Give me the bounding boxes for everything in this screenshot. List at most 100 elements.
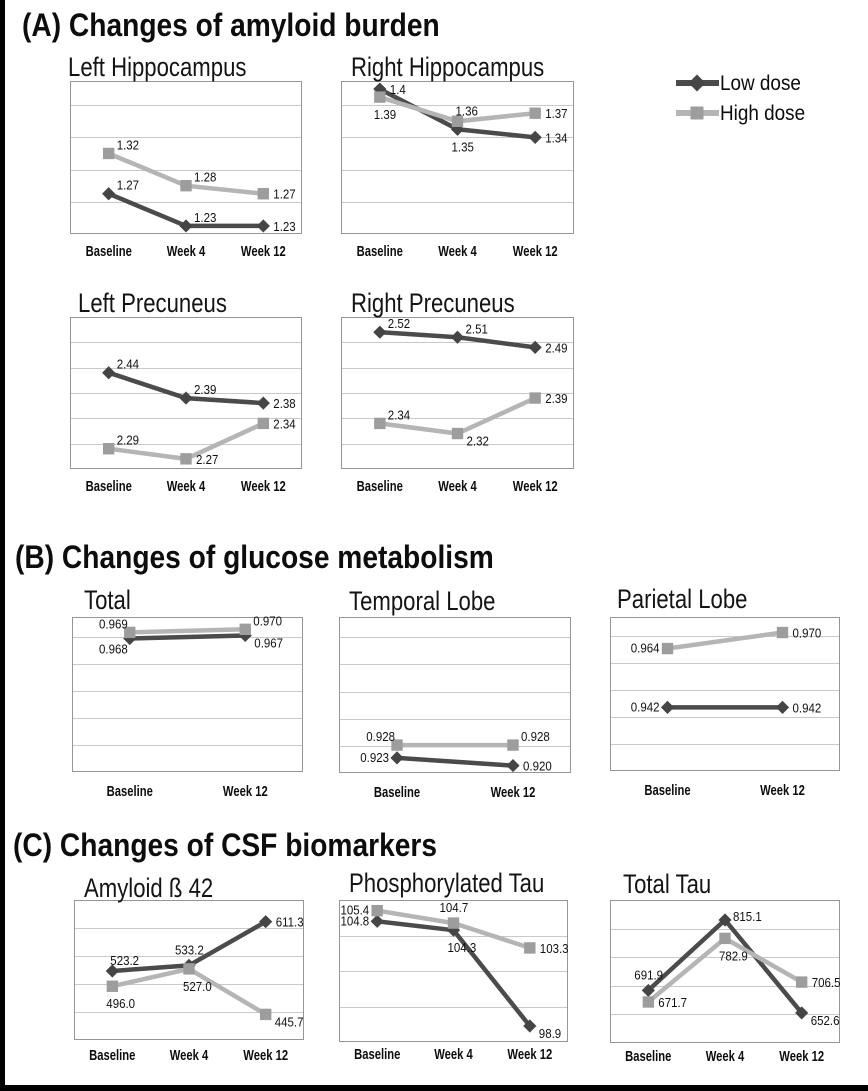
data-label: 533.2 (175, 943, 204, 958)
data-label: 2.34 (273, 417, 296, 432)
chart-7: 523.2 533.2 611.3 496.0 527.0 445.7 Baseline We… (74, 900, 304, 1063)
chart-9: 691.9 815.1 652.6 671.7 782.9 706.5 Baseline We… (610, 900, 841, 1064)
data-label: 1.32 (117, 138, 140, 153)
data-label: 1.28 (194, 170, 217, 185)
diamond-marker (506, 758, 520, 773)
legend-item-low-dose: Low dose (655, 68, 810, 98)
x-axis-label: Baseline (374, 783, 420, 800)
data-label: 1.27 (273, 187, 296, 202)
x-axis-label: Baseline (357, 242, 403, 259)
x-axis-label: Baseline (357, 477, 403, 494)
section-title-b: (B) Changes of glucose metabolism (15, 539, 494, 575)
data-label: 652.6 (811, 1013, 840, 1028)
square-marker (661, 642, 674, 655)
x-axis-label: Week 4 (434, 1045, 473, 1062)
x-axis-label: Week 12 (513, 242, 558, 259)
data-label: 0.920 (523, 759, 552, 774)
x-axis-label: Week 4 (167, 477, 206, 494)
chart-6: 0.942 0.942 0.964 0.970 Baseline Week 12 (610, 617, 840, 798)
diamond-marker (718, 913, 732, 927)
x-axis-label: Baseline (644, 781, 690, 798)
data-label: 1.23 (194, 210, 217, 225)
left-edge-black-bar (0, 0, 5, 1091)
x-axis-label: Baseline (625, 1047, 671, 1064)
diamond-marker (102, 366, 116, 380)
chart-title: Left Hippocampus (68, 52, 247, 82)
chart-title: Total Tau (623, 869, 712, 899)
data-label: 0.964 (631, 641, 660, 656)
data-label: 1.35 (452, 140, 475, 155)
data-label: 2.52 (388, 317, 411, 332)
data-label: 691.9 (634, 968, 663, 983)
square-marker (524, 942, 536, 954)
diamond-marker (528, 340, 542, 354)
data-label: 2.51 (466, 322, 489, 337)
data-label: 0.942 (631, 700, 660, 715)
data-label: 1.27 (117, 178, 140, 193)
data-label: 2.29 (117, 433, 140, 448)
chart-title: Right Precuneus (351, 288, 515, 318)
series-line-low-dose (129, 633, 246, 641)
square-marker (719, 932, 731, 945)
x-axis-label: Week 12 (241, 242, 286, 259)
series-line-low-dose (396, 755, 514, 768)
data-label: 815.1 (733, 910, 762, 925)
legend-item-high-dose: High dose (655, 98, 815, 128)
data-label: 706.5 (812, 976, 841, 991)
square-marker (239, 623, 251, 636)
square-marker (391, 739, 403, 751)
diamond-marker (523, 1019, 537, 1033)
x-axis-label: Week 4 (706, 1047, 745, 1064)
square-marker (106, 980, 119, 992)
plot-border (341, 81, 574, 234)
x-axis-label: Week 12 (491, 783, 536, 800)
data-label: 104.7 (440, 901, 469, 916)
chart-title: Right Hippocampus (351, 52, 545, 82)
x-axis-label: Baseline (107, 782, 153, 799)
data-label: 671.7 (658, 996, 687, 1011)
data-label: 0.967 (254, 636, 283, 651)
chart-title: Left Precuneus (78, 288, 227, 318)
x-axis-label: Week 4 (438, 477, 477, 494)
diamond-marker (660, 700, 675, 714)
x-axis-label: Week 12 (779, 1047, 824, 1064)
data-label: 104.8 (340, 914, 369, 929)
diamond-marker (373, 325, 387, 339)
square-marker (447, 917, 460, 929)
chart-1: 1.4 1.35 1.34 1.39 1.36 1.37 Baseline Week 4 Wee… (341, 81, 574, 259)
data-label: 527.0 (183, 979, 212, 994)
data-label: 1.37 (545, 107, 568, 122)
square-marker (180, 179, 192, 192)
diamond-marker (256, 396, 270, 410)
x-axis-label: Week 12 (507, 1045, 552, 1062)
diamond-marker (105, 964, 119, 978)
section-title-a: (A) Changes of amyloid burden (22, 7, 440, 43)
diamond-marker (450, 330, 465, 344)
chart-title: Parietal Lobe (617, 584, 748, 614)
data-label: 0.923 (360, 750, 389, 765)
square-marker (102, 147, 115, 160)
diamond-marker (256, 219, 270, 233)
diamond-marker (370, 914, 384, 928)
data-label: 523.2 (110, 954, 139, 969)
square-marker (257, 188, 270, 200)
data-label: 1.34 (545, 131, 568, 146)
data-label: 103.3 (540, 941, 569, 956)
x-axis-label: Week 12 (760, 781, 805, 798)
data-label: 0.928 (366, 730, 395, 745)
bottom-edge-black-bar (0, 1085, 868, 1091)
chart-title: Temporal Lobe (349, 586, 496, 616)
legend-label-low-dose: Low dose (720, 71, 801, 95)
square-marker (183, 963, 195, 975)
square-marker (642, 996, 655, 1008)
square-marker (257, 417, 270, 430)
diamond-marker (390, 751, 404, 765)
x-axis-label: Week 12 (513, 477, 558, 494)
diamond-marker (179, 391, 193, 405)
chart-3: 2.52 2.51 2.49 2.34 2.32 2.39 Baseline Week 4 We… (341, 317, 574, 494)
x-axis-label: Baseline (89, 1046, 135, 1063)
diamond-marker (795, 1006, 809, 1020)
square-marker (102, 443, 115, 455)
series-line-high-dose (129, 627, 246, 635)
